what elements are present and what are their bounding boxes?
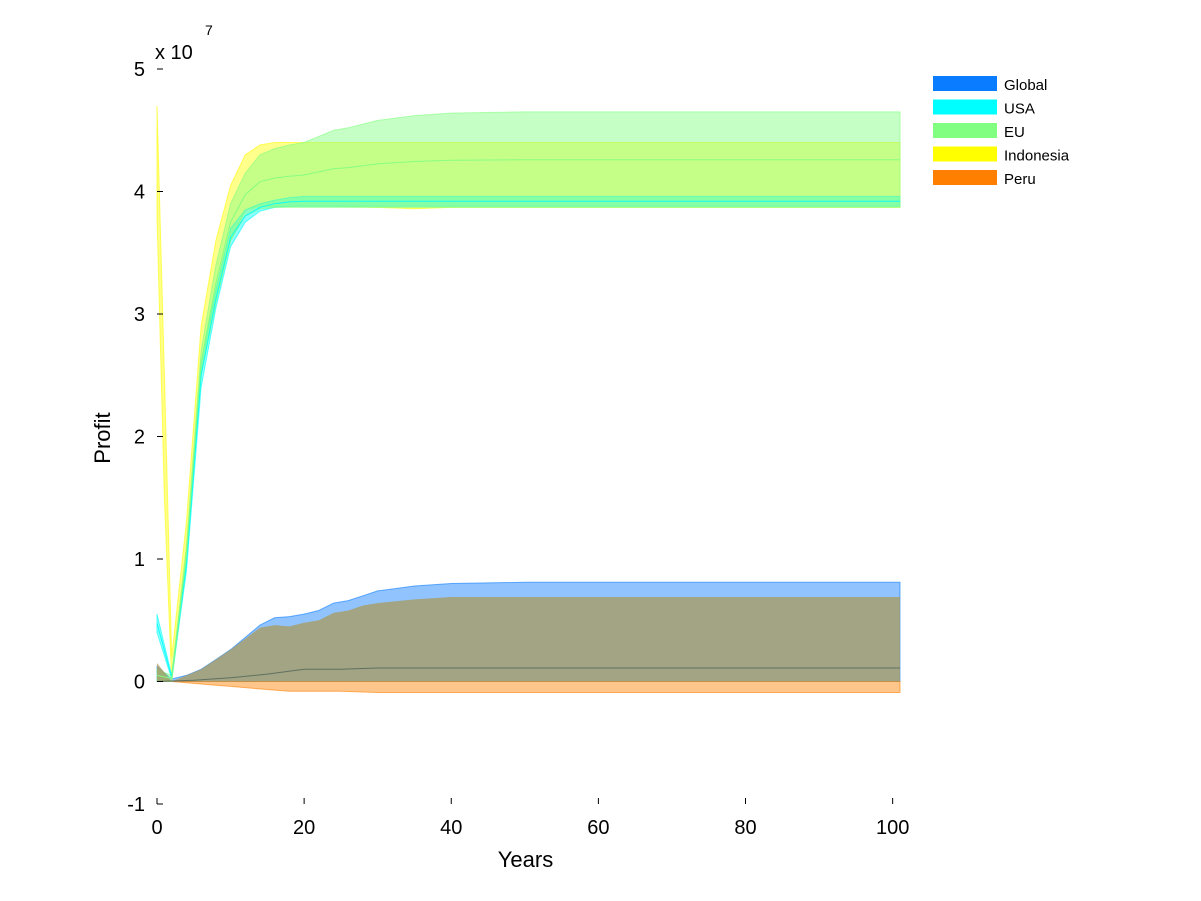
series-line-eu [156, 159, 900, 679]
legend-label-usa: USA [1004, 101, 1035, 118]
x-tick-label: 60 [587, 817, 609, 839]
y-exponent-power: 7 [205, 22, 213, 38]
axes: -1 0 1 2 3 4 5 0 20 40 60 80 100 [127, 59, 909, 839]
legend-label-global: Global [1004, 77, 1047, 94]
legend-item-peru: Peru [933, 170, 1036, 188]
legend-item-eu: EU [933, 123, 1025, 141]
legend-swatch-usa [933, 99, 997, 115]
plot-area [156, 105, 901, 693]
x-tick-label: 100 [876, 817, 909, 839]
y-tick-label: 5 [134, 59, 145, 81]
series-band-peru [157, 681, 901, 693]
series-line-usa [156, 200, 900, 678]
median-line [156, 667, 900, 682]
legend-swatch-peru [933, 170, 997, 185]
y-tick-label: -1 [127, 794, 145, 816]
legend: Global USA EU Indonesia Peru [933, 76, 1070, 188]
legend-swatch-eu [933, 123, 997, 138]
y-tick-label: 4 [134, 182, 145, 204]
y-tick-label: 1 [134, 549, 145, 571]
legend-swatch-indonesia [933, 146, 997, 162]
x-tick-label: 0 [151, 817, 162, 839]
y-tick-label: 2 [134, 427, 145, 449]
x-axis-title: Years [498, 847, 553, 872]
x-tick-label: 20 [293, 817, 315, 839]
y-tick-label: 0 [134, 672, 145, 694]
x-tick-label: 80 [734, 817, 756, 839]
legend-label-indonesia: Indonesia [1004, 148, 1070, 165]
y-axis-title: Profit [90, 412, 115, 463]
legend-label-eu: EU [1004, 124, 1025, 141]
legend-label-peru: Peru [1004, 171, 1036, 188]
legend-item-global: Global [933, 76, 1047, 94]
overlay-band [157, 597, 900, 682]
legend-item-indonesia: Indonesia [933, 146, 1070, 165]
y-tick-label: 3 [134, 304, 145, 326]
x-tick-label: 40 [440, 817, 462, 839]
legend-swatch-global [933, 76, 997, 91]
legend-item-usa: USA [933, 99, 1035, 118]
y-exponent-label: x 10 [155, 42, 193, 64]
